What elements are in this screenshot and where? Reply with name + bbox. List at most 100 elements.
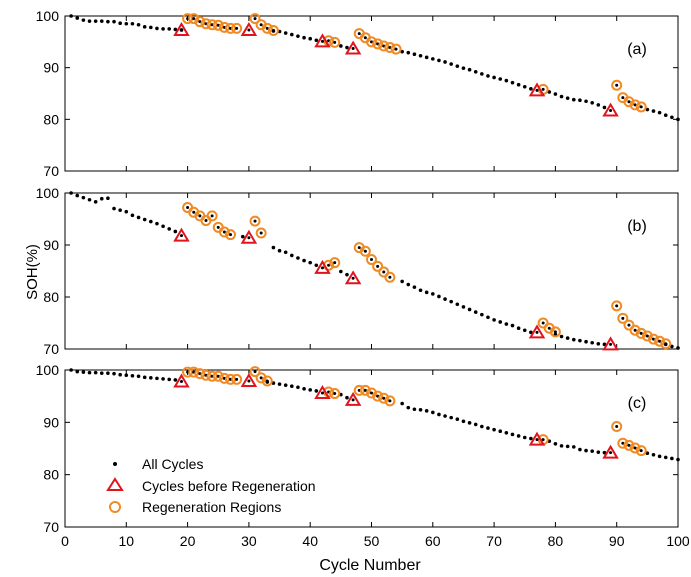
all-cycles-point: [376, 394, 380, 398]
all-cycles-point: [112, 371, 116, 376]
all-cycles-point: [75, 193, 80, 198]
all-cycles-point: [81, 195, 86, 200]
all-cycles-point: [418, 407, 423, 412]
regeneration-point: [384, 271, 396, 283]
all-cycles-point: [351, 276, 355, 280]
all-cycles-point: [633, 103, 637, 107]
all-cycles-point: [149, 219, 153, 224]
regeneration-point: [611, 79, 623, 91]
all-cycles-point: [155, 26, 159, 31]
all-cycles-point: [363, 36, 367, 40]
regeneration-point: [329, 388, 341, 400]
all-cycles-point: [118, 372, 122, 377]
all-cycles-point: [296, 34, 300, 38]
all-cycles-point: [406, 282, 411, 287]
regeneration-point: [261, 375, 273, 387]
all-cycles-point: [357, 32, 361, 36]
legend: All Cycles Cycles before Regeneration Re…: [106, 456, 316, 515]
all-cycles-point: [186, 206, 190, 210]
all-cycles-point: [363, 249, 367, 253]
all-cycles-point: [142, 217, 147, 222]
legend-item-before-regeneration: Cycles before Regeneration: [106, 477, 316, 494]
all-cycles-point: [314, 263, 319, 268]
all-cycles-point: [449, 299, 453, 304]
all-cycles-point: [584, 448, 588, 453]
all-cycles-point: [676, 346, 680, 350]
all-cycles-point: [345, 272, 349, 277]
all-cycles-point: [602, 105, 607, 110]
all-cycles-point: [657, 110, 662, 115]
before-regeneration-point: [602, 444, 619, 459]
all-cycles-point: [345, 395, 349, 400]
regeneration-point: [218, 21, 230, 33]
regeneration-point: [249, 366, 261, 378]
all-cycles-point: [590, 449, 594, 453]
all-cycles-point: [658, 339, 662, 343]
x-tick-label: 30: [241, 533, 257, 549]
all-cycles-point: [516, 326, 521, 331]
all-cycles-point: [173, 229, 178, 234]
panel-c: 70 80 90 100 (c): [36, 362, 680, 535]
before-regeneration-point: [173, 227, 190, 242]
regeneration-point: [255, 227, 267, 239]
all-cycles-point: [431, 410, 435, 415]
all-cycles-point: [376, 42, 380, 46]
all-cycles-point: [93, 200, 98, 204]
all-cycles-point: [406, 405, 411, 410]
all-cycles-point: [259, 376, 263, 380]
all-cycles-point: [167, 377, 172, 382]
all-cycles-point: [590, 101, 594, 105]
all-cycles-point: [535, 88, 539, 92]
all-cycles-point: [308, 388, 313, 392]
regeneration-point: [194, 368, 206, 380]
x-axis-label: Cycle Number: [319, 557, 421, 574]
regeneration-point: [200, 369, 212, 381]
all-cycles-point: [112, 206, 116, 211]
all-cycles-point: [437, 58, 441, 63]
regeneration-point: [206, 210, 218, 222]
all-cycles-point: [302, 35, 306, 40]
all-cycles-point: [259, 231, 263, 235]
all-cycles-point: [259, 23, 263, 27]
all-cycles-point: [69, 14, 73, 18]
all-cycles-point: [253, 219, 257, 223]
all-cycles-point: [615, 425, 619, 429]
before-regeneration-point: [173, 21, 190, 36]
all-cycles-point: [639, 449, 643, 453]
before-regeneration-point: [240, 21, 258, 36]
all-cycles-point: [149, 376, 153, 380]
all-cycles-point: [333, 392, 337, 396]
legend-circle-marker: [109, 501, 121, 513]
x-tick-label: 60: [425, 533, 441, 549]
all-cycles-point: [651, 109, 656, 113]
all-cycles-point: [314, 38, 319, 43]
all-cycles-point: [553, 441, 558, 446]
panel-a: 70 80 90 100 (a): [36, 8, 680, 179]
all-cycles-point: [473, 422, 478, 427]
all-cycles-point: [431, 57, 435, 61]
regeneration-point: [611, 300, 623, 312]
all-cycles-point: [633, 328, 637, 332]
all-cycles-point: [370, 258, 373, 262]
all-cycles-point: [571, 337, 576, 342]
y-tick-label: 70: [43, 163, 59, 179]
all-cycles-point: [290, 253, 294, 258]
x-tick-label: 10: [119, 533, 135, 549]
all-cycles-point: [87, 197, 92, 202]
all-cycles-point: [253, 370, 257, 374]
y-axis-label: SOH(%): [24, 244, 41, 300]
y-tick-label: 100: [36, 185, 60, 201]
all-cycles-point: [663, 113, 668, 117]
all-cycles-point: [130, 213, 135, 218]
all-cycles-point: [621, 96, 625, 100]
all-cycles-point: [480, 72, 484, 76]
all-cycles-point: [75, 16, 80, 20]
all-cycles-point: [149, 25, 153, 30]
all-cycles-point: [339, 44, 343, 48]
regeneration-point: [212, 370, 224, 382]
regeneration-point: [384, 395, 396, 407]
x-tick-label: 20: [180, 533, 196, 549]
all-cycles-point: [578, 447, 582, 452]
all-cycles-point: [504, 322, 509, 326]
all-cycles-point: [198, 214, 202, 218]
